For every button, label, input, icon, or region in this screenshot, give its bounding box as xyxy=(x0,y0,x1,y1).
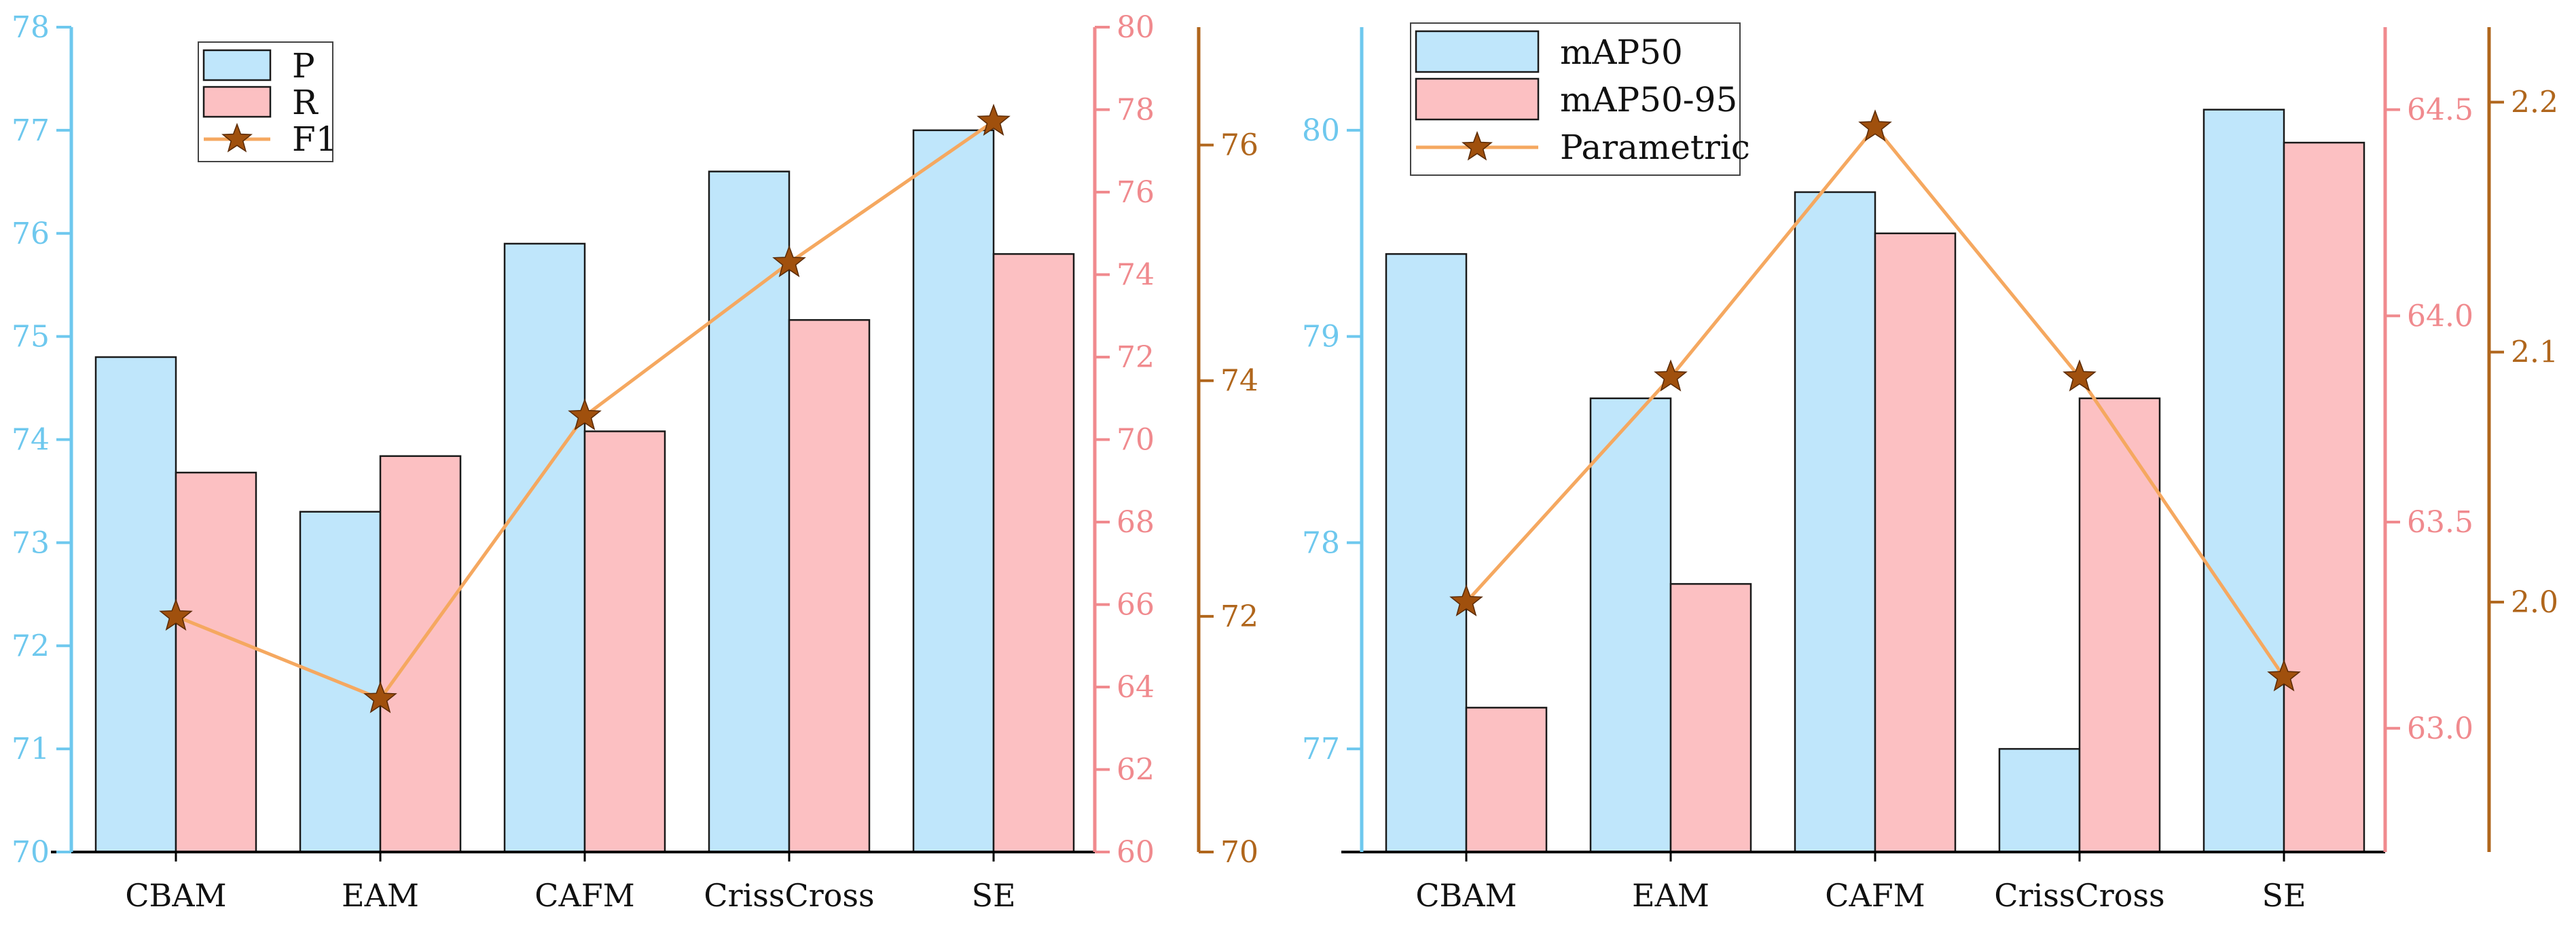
bar-mAP50-CBAM xyxy=(1385,253,1468,853)
legend-label: Parametric xyxy=(1560,128,1750,167)
x-tick-label: CBAM xyxy=(125,877,226,914)
bar-mAP50-95-CAFM xyxy=(1874,232,1957,853)
legend-swatch-P xyxy=(202,49,272,81)
x-tick-label: CBAM xyxy=(1415,877,1517,914)
x-tick-label: CrissCross xyxy=(704,877,874,914)
y-tick-label-left: 77 xyxy=(12,113,50,148)
marker-F1-CrissCross xyxy=(772,244,806,278)
legend-label: R xyxy=(292,83,319,122)
marker-F1-SE xyxy=(977,103,1011,136)
marker-Parametric-EAM xyxy=(1654,359,1688,392)
y-tick-label-right2: 2.1 xyxy=(2511,335,2558,370)
bar-mAP50-EAM xyxy=(1589,397,1672,853)
bar-R-CAFM xyxy=(583,430,666,853)
x-tick-label: CAFM xyxy=(534,877,634,914)
bar-mAP50-95-CBAM xyxy=(1465,707,1548,853)
y-tick-label-left: 77 xyxy=(1302,732,1340,766)
bar-R-EAM xyxy=(379,455,462,853)
chart-panel-1: CBAM EAM CAFM CrissCross SE 70 71 72 73 74 75 76 77 7… xyxy=(12,10,1258,914)
bar-mAP50-95-SE xyxy=(2283,141,2365,853)
y-tick-label-left: 79 xyxy=(1302,320,1340,354)
y-tick-label-right1: 63.5 xyxy=(2407,505,2473,540)
legend-swatch-R xyxy=(202,86,272,118)
y-tick-label-left: 80 xyxy=(1302,113,1340,148)
marker-F1-EAM xyxy=(363,681,397,714)
marker-F1-CAFM xyxy=(568,398,602,430)
y-tick-label-right2: 74 xyxy=(1220,364,1258,399)
y-tick-label-left: 78 xyxy=(12,10,50,45)
y-tick-label-left: 70 xyxy=(12,835,50,870)
legend-star-icon xyxy=(1462,130,1493,161)
y-tick-label-right1: 60 xyxy=(1117,835,1155,870)
y-tick-label-left: 75 xyxy=(12,320,50,354)
legend-label: mAP50-95 xyxy=(1560,80,1737,119)
bar-mAP50-95-EAM xyxy=(1669,582,1752,853)
legend-swatch-mAP50-95 xyxy=(1415,77,1540,121)
y-tick-label-right1: 63.0 xyxy=(2407,711,2473,746)
x-tick-label: CAFM xyxy=(1825,877,1925,914)
y-tick-label-right1: 80 xyxy=(1117,10,1155,45)
y-tick-label-left: 76 xyxy=(12,217,50,251)
bar-mAP50-95-CrissCross xyxy=(2078,397,2161,853)
y-tick-label-right1: 64.0 xyxy=(2407,299,2473,333)
y-tick-label-right1: 76 xyxy=(1117,175,1155,210)
y-tick-label-right1: 64 xyxy=(1117,670,1155,705)
y-tick-label-right2: 76 xyxy=(1220,128,1258,163)
bar-mAP50-CAFM xyxy=(1794,191,1876,853)
legend-label: F1 xyxy=(292,119,338,159)
bar-R-CBAM xyxy=(175,471,257,853)
y-tick-label-right1: 72 xyxy=(1117,340,1155,375)
bar-P-CrissCross xyxy=(708,170,791,853)
legend-label: P xyxy=(292,46,315,86)
y-tick-label-right1: 78 xyxy=(1117,93,1155,128)
y-tick-label-left: 74 xyxy=(12,423,50,458)
y-tick-label-right1: 70 xyxy=(1117,423,1155,458)
x-tick-label: SE xyxy=(971,877,1015,914)
y-tick-label-right2: 2.2 xyxy=(2511,85,2558,119)
marker-F1-CBAM xyxy=(159,598,193,631)
y-tick-label-left: 73 xyxy=(12,525,50,560)
marker-Parametric-SE xyxy=(2267,659,2301,692)
y-tick-label-left: 71 xyxy=(12,732,50,766)
x-tick-label: SE xyxy=(2262,877,2306,914)
x-tick-label: EAM xyxy=(342,877,419,914)
y-tick-label-right1: 68 xyxy=(1117,505,1155,540)
y-tick-label-right1: 64.5 xyxy=(2407,93,2473,128)
bar-P-CBAM xyxy=(94,356,177,853)
y-tick-label-right2: 70 xyxy=(1220,835,1258,870)
y-tick-label-right1: 74 xyxy=(1117,258,1155,293)
marker-Parametric-CrissCross xyxy=(2063,359,2097,392)
x-tick-label: EAM xyxy=(1632,877,1709,914)
x-tick-label: CrissCross xyxy=(1994,877,2164,914)
y-tick-label-right1: 66 xyxy=(1117,588,1155,623)
chart-panel-2: CBAM EAM CAFM CrissCross SE 77 78 79 80 63.0 63.5 6… xyxy=(1302,22,2558,914)
bar-R-CrissCross xyxy=(788,319,871,853)
marker-Parametric-CBAM xyxy=(1449,584,1483,616)
legend-swatch-mAP50 xyxy=(1415,30,1540,73)
bar-mAP50-CrissCross xyxy=(1998,747,2081,853)
bar-mAP50-SE xyxy=(2202,109,2285,853)
bar-R-SE xyxy=(992,253,1075,853)
y-tick-label-right2: 72 xyxy=(1220,599,1258,634)
y-tick-label-left: 72 xyxy=(12,629,50,663)
legend-label: mAP50 xyxy=(1560,33,1683,72)
y-tick-label-right2: 2.0 xyxy=(2511,585,2558,620)
bar-P-SE xyxy=(912,129,995,853)
legend-star-icon xyxy=(221,122,253,153)
y-tick-label-right1: 62 xyxy=(1117,753,1155,788)
marker-Parametric-CAFM xyxy=(1858,109,1892,142)
bar-P-CAFM xyxy=(503,242,586,853)
y-tick-label-left: 78 xyxy=(1302,525,1340,560)
